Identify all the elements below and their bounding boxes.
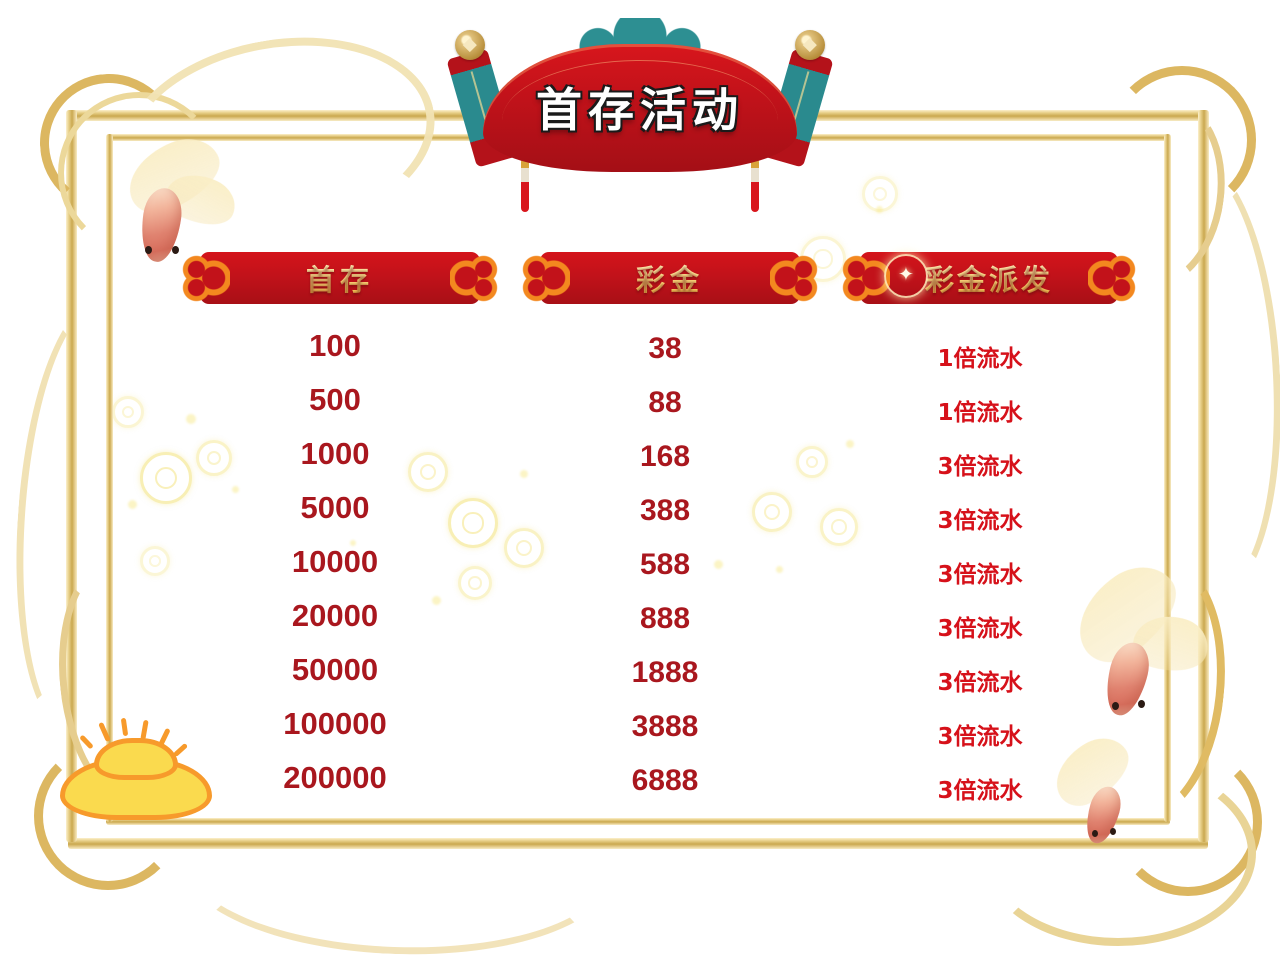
cloud-ornament-icon: [182, 254, 230, 302]
cell-payout: 3倍流水: [937, 670, 1023, 696]
cell-bonus: 168: [639, 440, 691, 473]
cloud-ornament-icon: [450, 254, 498, 302]
frame-ribbon-top-left: [105, 14, 451, 262]
table-row: 10000 588 3倍流水: [0, 538, 1280, 592]
column-header-deposit-label: 首存: [306, 257, 374, 299]
cell-payout: 3倍流水: [937, 454, 1023, 480]
frame-flourish-top-left: [35, 69, 183, 217]
cell-deposit: 20000: [291, 598, 379, 633]
frame-flourish-top-right: [1108, 66, 1256, 214]
column-header-bonus-label: 彩金: [636, 257, 704, 299]
koi-fin: [159, 163, 243, 237]
cell-bonus: 6888: [631, 764, 699, 797]
cell-deposit: 100000: [283, 706, 387, 741]
frame-bar-bottom-outer: [68, 838, 1208, 849]
cloud-ornament-icon: [1088, 254, 1136, 302]
cell-payout: 3倍流水: [937, 616, 1023, 642]
cell-payout: 1倍流水: [937, 346, 1023, 372]
banner-tassel-left: [521, 158, 529, 212]
cell-payout: 3倍流水: [937, 724, 1023, 750]
gold-ingot-icon: [60, 717, 212, 820]
table-row: 100 38 1倍流水: [0, 322, 1280, 376]
bokeh-dot: [876, 206, 883, 213]
koi-eye: [1110, 828, 1116, 835]
cell-payout: 1倍流水: [937, 400, 1023, 426]
banner-coin-knob-right: [795, 30, 825, 60]
column-header-deposit: 首存: [182, 252, 498, 304]
cell-bonus: 588: [639, 548, 691, 581]
banner-tassel-right: [751, 158, 759, 212]
ingot-top: [94, 738, 178, 780]
cell-payout: 3倍流水: [937, 562, 1023, 588]
table-row: 50000 1888 3倍流水: [0, 646, 1280, 700]
cell-deposit: 10000: [291, 544, 379, 579]
koi-eye: [1092, 830, 1098, 837]
column-header-bonus: 彩金: [522, 252, 818, 304]
table-body: 100 38 1倍流水 500 88 1倍流水 1000 168 3倍流水 5000 388 3倍流水…: [0, 322, 1280, 808]
cell-bonus: 388: [639, 494, 691, 527]
cell-payout: 3倍流水: [937, 508, 1023, 534]
cell-deposit: 50000: [291, 652, 379, 687]
page-title: 首存活动: [536, 83, 744, 137]
frame-bar-bottom-inner: [106, 818, 1170, 825]
cell-deposit: 200000: [283, 760, 387, 795]
cell-bonus: 88: [648, 386, 682, 419]
cell-payout: 3倍流水: [937, 778, 1023, 804]
table-row: 500 88 1倍流水: [0, 376, 1280, 430]
cell-deposit: 1000: [300, 436, 370, 471]
cell-deposit: 5000: [300, 490, 370, 525]
sparkle-star-icon: [884, 254, 928, 298]
cell-bonus: 1888: [631, 656, 699, 689]
column-header-payout: 彩金派发: [842, 252, 1136, 304]
cloud-ornament-icon: [522, 254, 570, 302]
cell-bonus: 888: [639, 602, 691, 635]
cell-bonus: 3888: [631, 710, 699, 743]
title-banner: 首存活动: [446, 18, 834, 228]
table-header-row: 首存 彩金 彩金派发: [0, 252, 1280, 314]
cloud-ornament-icon: [842, 254, 890, 302]
cloud-ornament-icon: [770, 254, 818, 302]
table-row: 5000 388 3倍流水: [0, 484, 1280, 538]
table-row: 200000 6888 3倍流水: [0, 754, 1280, 808]
table-row: 100000 3888 3倍流水: [0, 700, 1280, 754]
cell-deposit: 500: [309, 382, 361, 417]
banner-coin-knob-left: [455, 30, 485, 60]
banner-body: [483, 44, 797, 172]
cell-bonus: 38: [648, 332, 682, 365]
coin-icon: [862, 176, 898, 212]
frame-flourish-top-left-2: [58, 92, 220, 254]
cell-deposit: 100: [309, 328, 361, 363]
koi-fin: [117, 128, 231, 222]
table-row: 20000 888 3倍流水: [0, 592, 1280, 646]
table-row: 1000 168 3倍流水: [0, 430, 1280, 484]
column-header-payout-label: 彩金派发: [925, 257, 1053, 299]
